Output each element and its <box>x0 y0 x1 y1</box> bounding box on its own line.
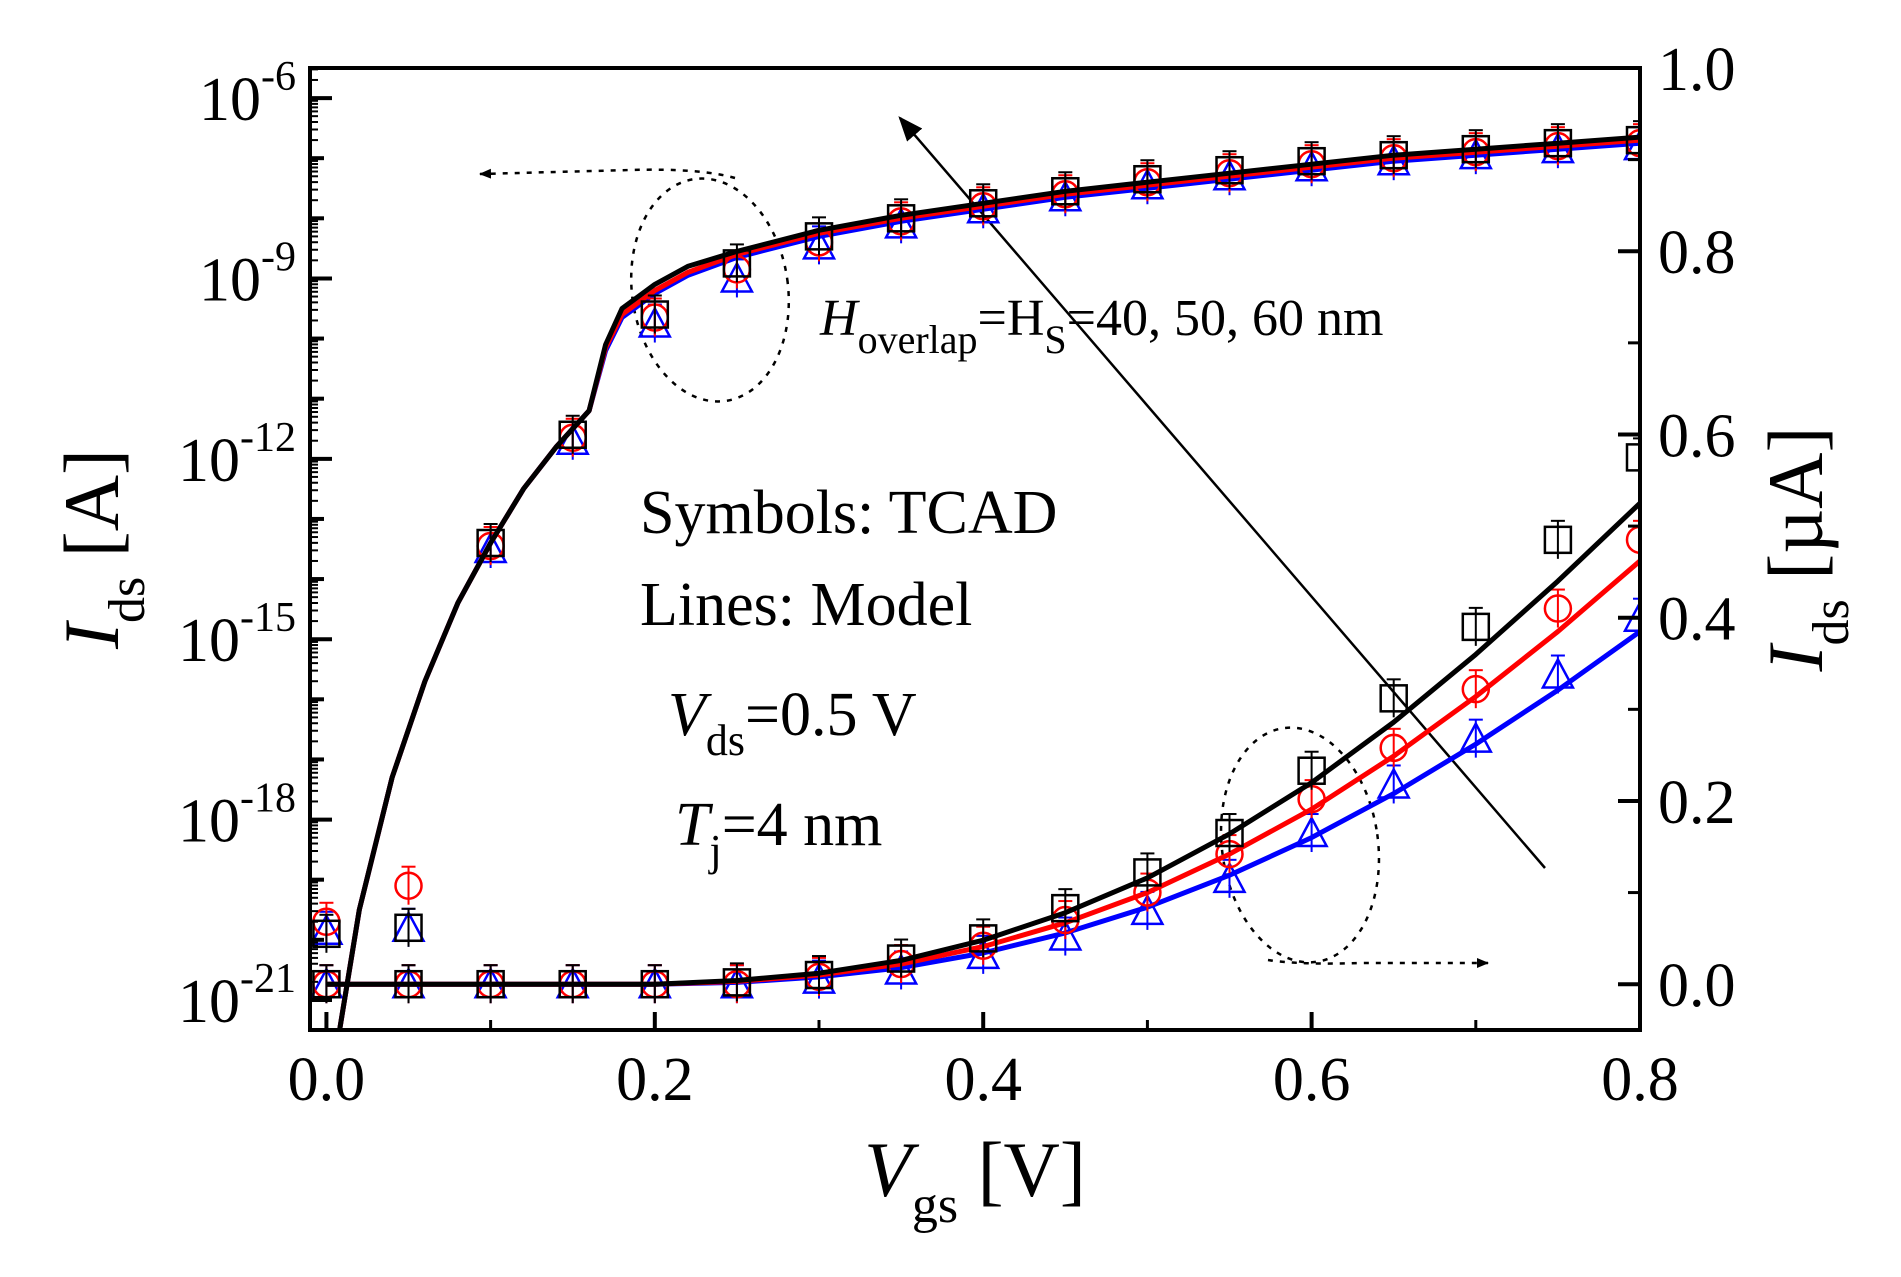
y-right-tick-label: 0.4 <box>1658 586 1736 654</box>
y-left-tick-label: 10-18 <box>178 776 296 856</box>
x-tick-label: 0.0 <box>288 1046 366 1114</box>
x-tick-label: 0.2 <box>616 1046 694 1114</box>
series-square <box>312 120 1640 1030</box>
log-model-line <box>337 137 1640 1030</box>
vds-label: Vds=0.5 V <box>668 681 917 765</box>
y-left-axis-title: Ids [A] <box>48 449 156 650</box>
y-left-tick-label: 10-9 <box>199 234 296 314</box>
series-triangle <box>310 126 1640 1030</box>
axes-layer <box>308 66 1642 1032</box>
log-model-line <box>337 140 1640 1030</box>
log-tcad-marker <box>1622 128 1640 161</box>
param-annotation: Hoverlap=HS=40, 50, 60 nm <box>819 290 1383 362</box>
linear-tcad-marker <box>1625 443 1640 472</box>
y-right-tick-label: 0.2 <box>1658 769 1736 837</box>
y-right-tick-label: 0.8 <box>1658 219 1736 287</box>
y-left-tick-label: 10-15 <box>178 595 296 675</box>
linear-tcad-marker <box>1625 525 1640 555</box>
x-tick-label: 0.8 <box>1601 1046 1679 1114</box>
linear-model-line <box>326 501 1640 987</box>
linear-group-ellipse <box>1219 726 1381 964</box>
y-left-tick-label: 10-6 <box>199 54 296 134</box>
series-circle <box>312 123 1640 1030</box>
y-left-tick-label: 10-21 <box>178 956 296 1036</box>
series-layer <box>310 120 1640 1030</box>
tj-label: Tj=4 nm <box>675 791 882 875</box>
log-tcad-marker <box>1625 125 1640 155</box>
y-right-tick-label: 0.6 <box>1658 402 1736 470</box>
y-right-tick-label: 0.0 <box>1658 952 1736 1020</box>
x-axis-title: Vgs [V] <box>864 1126 1086 1234</box>
x-tick-label: 0.6 <box>1273 1046 1351 1114</box>
left-axis-pointer-arrow <box>479 168 736 180</box>
x-tick-label: 0.4 <box>944 1046 1022 1114</box>
log-model-line <box>337 134 1640 1030</box>
tick-layer: 0.0 0.2 0.4 0.6 0.8 10-21 10-18 10-15 10-12 10-9 1… <box>178 36 1736 1114</box>
plot-frame <box>308 66 1642 1032</box>
y-right-tick-label: 1.0 <box>1658 36 1736 104</box>
trend-arrow <box>898 116 1546 869</box>
y-right-axis-title: Ids [µA] <box>1752 427 1860 673</box>
symbols-label: Symbols: TCAD <box>640 479 1057 547</box>
y-left-tick-label: 10-12 <box>178 415 296 495</box>
lines-label: Lines: Model <box>640 571 972 639</box>
